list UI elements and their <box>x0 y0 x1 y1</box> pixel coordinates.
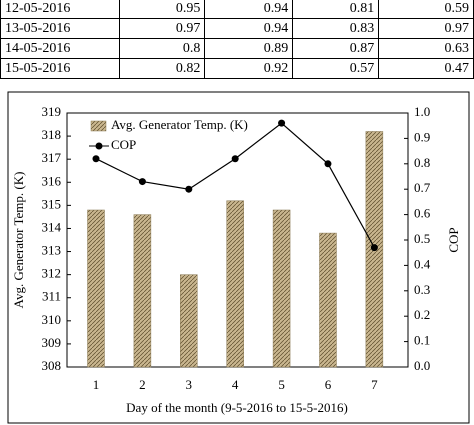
y2-tick-label: 0.8 <box>414 155 430 170</box>
data-table: 12-05-2016 0.95 0.94 0.81 0.59 13-05-2016 0.97… <box>0 0 474 79</box>
legend-label: COP <box>111 137 136 152</box>
cop-marker <box>138 178 146 186</box>
y2-tick-label: 0.0 <box>414 358 430 373</box>
x-tick-label: 6 <box>325 377 332 392</box>
table-cell: 13-05-2016 <box>0 18 121 39</box>
cop-marker <box>92 155 100 163</box>
x-tick-label: 7 <box>371 377 378 392</box>
table-cell: 0.92 <box>204 58 294 79</box>
bar <box>87 209 105 368</box>
y-tick-label: 316 <box>42 173 62 188</box>
cop-marker <box>370 244 378 252</box>
x-tick-label: 2 <box>139 377 146 392</box>
y-tick-label: 312 <box>42 266 62 281</box>
bar <box>133 214 152 368</box>
x-tick-label: 1 <box>93 377 100 392</box>
table-cell: 0.59 <box>378 0 474 19</box>
table-cell: 0.47 <box>378 58 474 79</box>
y-tick-label: 318 <box>42 127 62 142</box>
x-tick-label: 4 <box>232 377 239 392</box>
y-tick-label: 311 <box>42 289 61 304</box>
y2-tick-label: 0.2 <box>414 307 430 322</box>
y-axis-title: Avg. Generator Temp. (K) <box>11 172 26 309</box>
cop-marker <box>278 119 286 127</box>
legend-swatch <box>90 120 107 132</box>
y2-tick-label: 0.7 <box>414 180 431 195</box>
y-tick-label: 319 <box>42 104 62 119</box>
table-cell: 0.89 <box>204 38 294 59</box>
bar <box>180 274 198 368</box>
bar <box>272 209 291 368</box>
cop-marker <box>185 185 193 193</box>
cop-marker <box>231 155 239 163</box>
bar <box>319 232 337 368</box>
y2-tick-label: 0.6 <box>414 206 431 221</box>
figure-frame <box>7 91 470 424</box>
table-cell: 0.94 <box>204 18 294 39</box>
y2-axis-title: COP <box>446 227 461 252</box>
bar <box>226 200 244 368</box>
y2-tick-label: 1.0 <box>414 104 430 119</box>
y2-tick-label: 0.4 <box>414 256 431 271</box>
y2-tick-label: 0.9 <box>414 129 430 144</box>
cop-marker <box>324 160 332 168</box>
y-tick-label: 315 <box>42 196 62 211</box>
table-row: 15-05-2016 0.82 0.92 0.57 0.47 <box>0 58 474 79</box>
table-cell: 0.82 <box>119 58 206 79</box>
table-cell: 0.57 <box>292 58 380 79</box>
x-axis-title: Day of the month (9-5-2016 to 15-5-2016) <box>126 400 348 415</box>
y2-tick-label: 0.3 <box>414 282 430 297</box>
legend-label: Avg. Generator Temp. (K) <box>111 117 248 132</box>
y-tick-label: 310 <box>42 312 62 327</box>
y2-tick-label: 0.1 <box>414 333 430 348</box>
table-cell: 0.95 <box>119 0 206 19</box>
y2-tick-label: 0.5 <box>414 231 430 246</box>
y-tick-label: 317 <box>42 150 62 165</box>
table-cell: 15-05-2016 <box>0 58 121 79</box>
y-tick-label: 308 <box>42 358 62 373</box>
x-tick-label: 3 <box>186 377 193 392</box>
x-tick-label: 5 <box>278 377 285 392</box>
y-tick-label: 314 <box>42 219 62 234</box>
y-tick-label: 309 <box>42 335 62 350</box>
legend-marker <box>95 142 103 150</box>
table-cell: 0.94 <box>204 0 294 19</box>
table-row: 13-05-2016 0.97 0.94 0.83 0.97 <box>0 18 474 39</box>
table-cell: 12-05-2016 <box>0 0 121 19</box>
y-tick-label: 313 <box>42 243 62 258</box>
